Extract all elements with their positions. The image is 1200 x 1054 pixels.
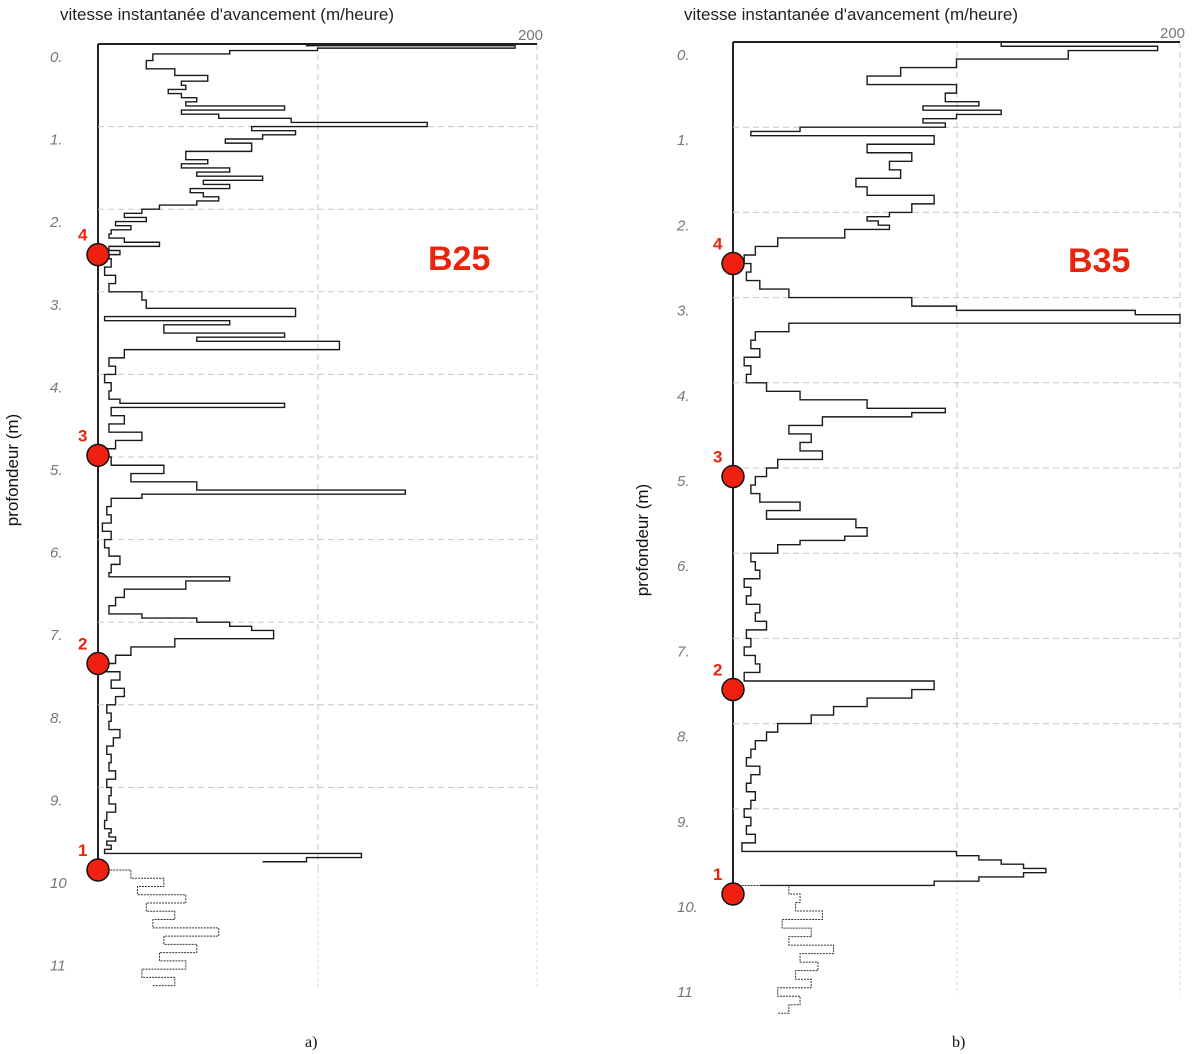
panel-a-depth-tick-8: 8. (50, 710, 63, 727)
panel-a-caption: a) (305, 1034, 317, 1051)
panel-b-id-label: B35 (1068, 242, 1130, 280)
panel-a-id-label: B25 (428, 240, 490, 278)
panel-b-marker-4 (721, 251, 745, 276)
panel-b-marker-3 (721, 464, 745, 489)
panel-a-markers: 4 3 2 1 (78, 226, 110, 882)
panel-a-depth-tick-0: 0. (50, 49, 63, 66)
panel-a-marker-4 (86, 242, 110, 267)
panel-a-marker-1 (86, 858, 110, 882)
panel-a-marker-label-1: 1 (78, 841, 87, 860)
panel-b-grid (956, 42, 1181, 995)
panel-a-depth-tick-4: 4. (50, 379, 63, 396)
panel-b: vitesse instantanée d'avancement (m/heur… (633, 5, 1185, 1051)
panel-a-depth-tick-11: 11 (50, 958, 66, 975)
panel-b-xlabel: vitesse instantanée d'avancement (m/heur… (684, 5, 1018, 24)
panel-a-xlabel: vitesse instantanée d'avancement (m/heur… (60, 5, 394, 24)
panel-b-speed-trace-noisy (738, 884, 835, 1014)
panel-b-depth-tick-7: 7. (677, 643, 690, 660)
panel-b-ylabel: profondeur (m) (633, 484, 652, 596)
panel-a-depth-tick-5: 5. (50, 462, 63, 479)
panel-b-markers: 4 3 2 1 (713, 235, 745, 906)
panel-a-depth-tick-2: 2. (49, 214, 63, 231)
panel-a-marker-3 (86, 443, 110, 468)
panel-a: vitesse instantanée d'avancement (m/heur… (3, 5, 543, 1051)
panel-b-marker-label-4: 4 (713, 235, 723, 254)
panel-b-depth-tick-11: 11 (677, 984, 693, 1001)
panel-b-marker-2 (721, 677, 745, 702)
panel-b-ticks: 0. 1. 2. 3. 4. 5. 6. 7. 8. 9. 10. 11 (676, 47, 698, 1001)
panel-a-depth-tick-9: 9. (50, 792, 63, 809)
panel-b-depth-tick-2: 2. (676, 217, 690, 234)
panel-a-depth-tick-7: 7. (50, 627, 63, 644)
panel-a-depth-tick-6: 6. (50, 545, 63, 562)
panel-b-depth-tick-9: 9. (677, 814, 690, 831)
panel-b-marker-label-2: 2 (713, 661, 722, 680)
panel-a-depth-tick-1: 1. (50, 132, 63, 149)
panel-a-marker-label-4: 4 (78, 226, 88, 245)
panel-b-depth-tick-5: 5. (677, 473, 690, 490)
panel-a-marker-label-2: 2 (78, 635, 87, 654)
panel-b-xmax-tick: 200 (1160, 25, 1185, 42)
panel-b-depth-tick-4: 4. (677, 388, 690, 405)
panel-a-depth-tick-3: 3. (50, 297, 63, 314)
panel-b-caption: b) (952, 1034, 965, 1051)
panel-b-marker-1 (721, 882, 745, 906)
panel-b-depth-tick-10: 10. (677, 899, 698, 916)
panel-b-depth-tick-0: 0. (677, 47, 690, 64)
panel-a-ticks: 0. 1. 2. 3. 4. 5. 6. 7. 8. 9. 10 11 (49, 49, 67, 975)
panel-a-speed-trace (101, 43, 516, 863)
panel-b-depth-tick-8: 8. (677, 729, 690, 746)
panel-a-marker-label-3: 3 (78, 426, 87, 445)
panel-b-depth-tick-6: 6. (677, 558, 690, 575)
panel-a-xmax-tick: 200 (518, 27, 543, 44)
panel-b-depth-tick-1: 1. (677, 132, 690, 149)
panel-a-grid (317, 44, 538, 990)
panel-a-marker-2 (86, 651, 110, 676)
panel-b-depth-tick-3: 3. (677, 303, 690, 320)
panel-a-ylabel: profondeur (m) (3, 414, 22, 526)
panel-b-marker-label-1: 1 (713, 865, 722, 884)
panel-a-speed-trace-noisy (101, 869, 220, 987)
panel-a-depth-tick-10: 10 (50, 875, 67, 892)
panel-a-hgrid (98, 126, 537, 788)
panel-b-speed-trace (741, 41, 1181, 887)
panel-b-marker-label-3: 3 (713, 448, 722, 467)
